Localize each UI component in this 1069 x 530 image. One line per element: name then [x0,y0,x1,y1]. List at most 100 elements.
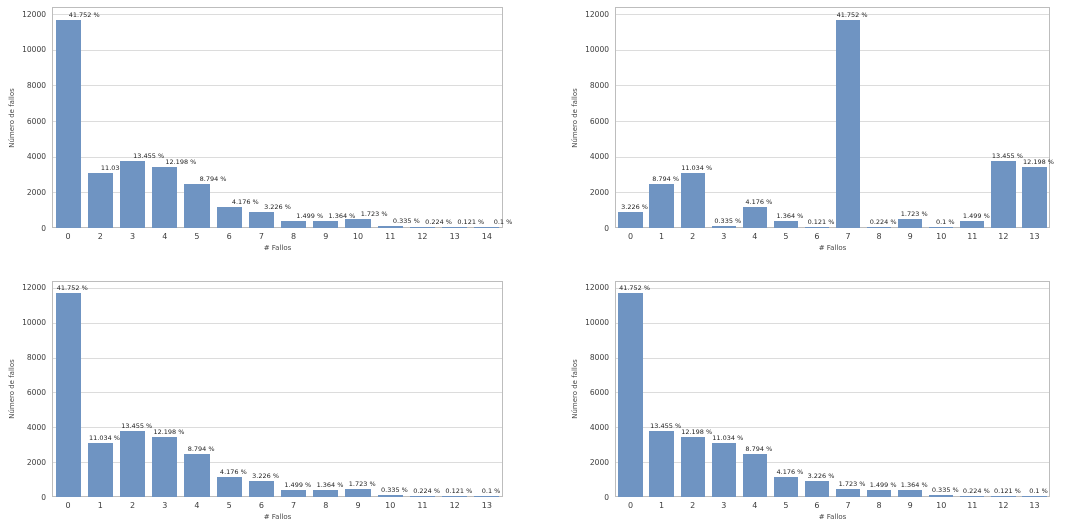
gridline [616,287,1049,289]
bar [960,495,985,497]
bar-percentage-label: 0.121 % [445,487,473,495]
x-axis-label: # Fallos [818,244,847,252]
bar-percentage-label: 0.121 % [457,218,485,226]
bar-percentage-label: 4.176 % [219,467,247,476]
bar [711,443,736,497]
bar [87,443,113,497]
x-tick-label: 3 [721,501,727,510]
y-tick-label: 4000 [589,422,609,432]
bar [773,221,798,228]
bar [929,227,954,228]
x-tick-label: 8 [291,232,297,241]
bar [409,226,436,228]
y-tick-label: 6000 [26,116,46,126]
bar [409,495,436,497]
chart-top-left: 0 2000 4000 6000 8000 10000 12000 41.752 % 0 11.0… [0,0,534,266]
x-tick-label: 11 [417,501,428,510]
gridline [616,192,1049,194]
gridline [616,322,1049,324]
x-tick-label: 7 [845,501,851,510]
chart-bottom-right: 0 2000 4000 6000 8000 10000 12000 41.752 % 0 13.4… [535,272,1069,530]
bar-percentage-label: 41.752 % [619,284,651,293]
bar [835,19,861,228]
y-axis-label: Número de fallos [8,87,16,148]
x-tick-label: 3 [721,232,727,241]
x-tick-label: 0 [65,501,71,510]
bar-percentage-label: 0.335 % [392,217,420,226]
bar [960,220,985,228]
x-tick-label: 11 [385,232,396,241]
x-tick-label: 1 [97,501,103,510]
x-tick-label: 4 [162,232,168,241]
x-tick-label: 2 [690,501,696,510]
bar-percentage-label: 4.176 % [776,467,804,476]
x-tick-label: 7 [258,232,264,241]
bar [618,293,643,497]
bar-percentage-label: 11.034 % [100,163,132,172]
bar-percentage-label: 0.224 % [425,217,452,226]
bar-percentage-label: 13.455 % [650,422,682,431]
gridline [53,357,502,359]
bar [1022,167,1047,228]
bar-percentage-label: 0.121 % [807,218,835,226]
bar [313,490,339,497]
y-tick-label: 10000 [585,45,609,55]
x-tick-label: 9 [907,232,913,241]
bar [281,220,307,228]
bar [835,488,861,497]
bar-percentage-label: 0.1 % [1029,487,1048,495]
bar [474,227,500,228]
bar-percentage-label: 0.1 % [481,487,501,495]
y-tick-label: 6000 [26,387,46,397]
bar-percentage-label: 1.499 % [962,211,990,220]
gridline [53,287,502,289]
bar [184,454,210,497]
bar [281,489,307,497]
y-tick-label: 6000 [589,387,609,397]
bar [474,496,500,497]
gridline [53,392,502,394]
bar-percentage-label: 13.455 % [133,151,165,160]
bar [866,489,892,497]
x-tick-label: 13 [1029,232,1040,241]
bar [804,481,830,497]
x-tick-label: 12 [449,501,460,510]
y-tick-label: 10000 [585,318,609,328]
bar [742,454,767,497]
x-tick-label: 5 [783,501,789,510]
bar-percentage-label: 11.034 % [89,434,120,443]
y-tick-label: 12000 [22,283,46,293]
bar [929,495,954,497]
bar [377,495,403,497]
y-tick-label: 0 [41,223,46,233]
x-tick-label: 6 [814,232,820,241]
bar-percentage-label: 0.224 % [413,486,441,495]
x-tick-label: 7 [845,232,851,241]
x-tick-label: 6 [258,501,264,510]
bar-percentage-label: 41.752 % [836,10,868,19]
bar-percentage-label: 1.364 % [316,481,344,490]
bar [313,221,339,228]
x-tick-label: 4 [194,501,200,510]
gridline [53,322,502,324]
x-tick-label: 6 [814,501,820,510]
y-tick-label: 10000 [22,318,46,328]
bar [742,207,767,228]
x-tick-label: 2 [690,232,696,241]
gridline [53,156,502,158]
y-tick-label: 8000 [26,80,46,90]
bar-percentage-label: 1.723 % [348,479,376,488]
bar [87,172,113,228]
bar-percentage-label: 12.198 % [153,428,185,437]
bar-percentage-label: 0.224 % [962,486,990,495]
bar-percentage-label: 1.723 % [838,479,866,488]
bar [898,490,923,497]
gridline [616,14,1049,16]
x-tick-label: 12 [998,232,1009,241]
bar-percentage-label: 1.723 % [900,210,928,219]
x-tick-label: 5 [783,232,789,241]
gridline [616,49,1049,51]
bar-percentage-label: 1.723 % [360,210,388,219]
bar-percentage-label: 11.034 % [681,163,713,172]
